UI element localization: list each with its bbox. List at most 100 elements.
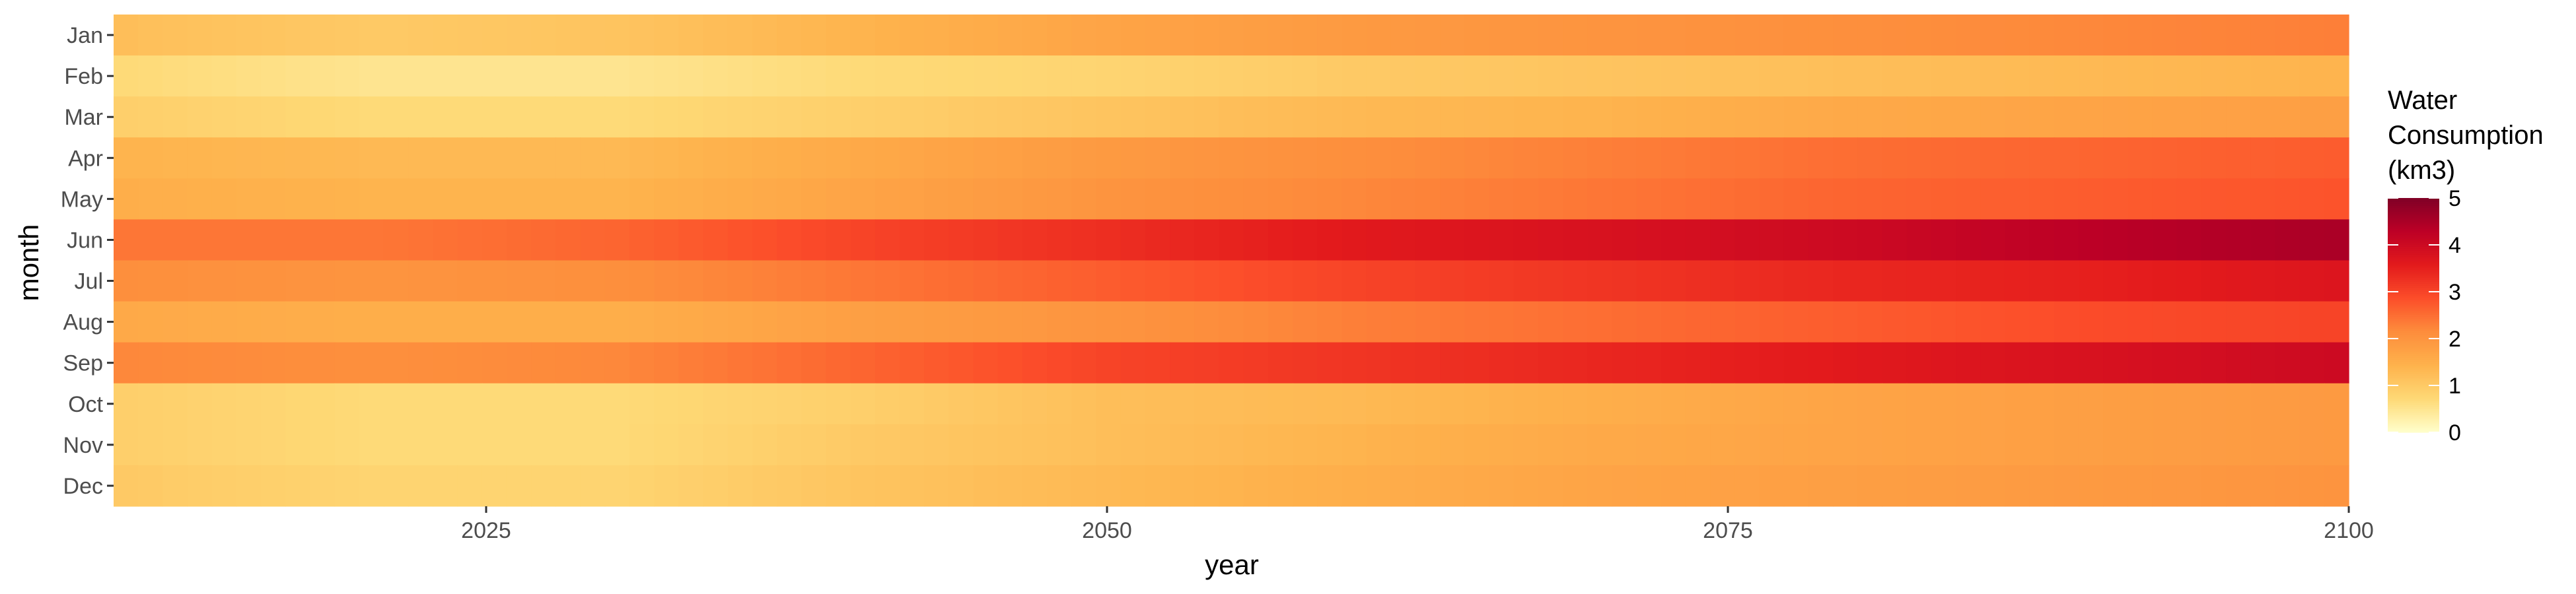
heatmap-cell	[1342, 260, 1367, 302]
heatmap-cell	[1390, 424, 1416, 466]
heatmap-cell	[1415, 178, 1441, 220]
heatmap-cell	[2103, 424, 2128, 466]
heatmap-cell	[924, 15, 949, 56]
colorbar-segment	[2388, 221, 2439, 224]
colorbar-segment	[2388, 292, 2439, 294]
heatmap-cell	[580, 15, 606, 56]
heatmap-cell	[1096, 260, 1122, 302]
heatmap-cell	[334, 137, 360, 179]
heatmap-cell	[2176, 15, 2202, 56]
colorbar-segment	[2388, 256, 2439, 259]
heatmap-cell	[2324, 424, 2349, 466]
heatmap-cell	[1047, 383, 1072, 425]
heatmap-cell	[1390, 15, 1416, 56]
heatmap-cell	[138, 15, 163, 56]
heatmap-cell	[187, 342, 213, 384]
heatmap-cell	[359, 260, 384, 302]
heatmap-cell	[2029, 383, 2055, 425]
heatmap-cell	[678, 342, 704, 384]
heatmap-cell	[2250, 15, 2276, 56]
heatmap-cell	[1464, 137, 1490, 179]
colorbar-segment	[2388, 378, 2439, 380]
legend-label: 5	[2449, 186, 2461, 211]
heatmap-cell	[1120, 383, 1146, 425]
colorbar-segment	[2388, 370, 2439, 372]
heatmap-cell	[875, 137, 900, 179]
heatmap-cell	[1317, 383, 1342, 425]
heatmap-cell	[1685, 219, 1711, 261]
heatmap-cell	[1931, 178, 1956, 220]
heatmap-cell	[1956, 137, 1981, 179]
heatmap-cell	[997, 15, 1023, 56]
heatmap-cell	[1145, 55, 1170, 97]
heatmap-cell	[1317, 15, 1342, 56]
heatmap-cell	[1194, 301, 1220, 343]
heatmap-cell	[433, 260, 458, 302]
heatmap-cell	[1415, 15, 1441, 56]
colorbar-segment	[2388, 411, 2439, 414]
x-tick-label: 2075	[1703, 518, 1753, 543]
heatmap-cell	[1931, 96, 1956, 138]
heatmap-cell	[752, 55, 777, 97]
y-tick-label: May	[61, 187, 103, 212]
y-axis-title: month	[13, 224, 44, 302]
heatmap-cell	[433, 15, 458, 56]
heatmap-cell	[2324, 55, 2349, 97]
heatmap-cell	[1857, 301, 1883, 343]
heatmap-cell	[1071, 15, 1097, 56]
colorbar-segment	[2388, 199, 2439, 203]
colorbar-segment	[2388, 381, 2439, 384]
heatmap-cell	[924, 301, 949, 343]
heatmap-cell	[604, 219, 630, 261]
colorbar-segment	[2388, 235, 2439, 238]
colorbar-segment	[2388, 276, 2439, 279]
legend: Water Consumption (km3) 0 1 2 3 4 5	[2388, 86, 2544, 446]
heatmap-cell	[1882, 342, 1908, 384]
heatmap-cell	[384, 178, 409, 220]
heatmap-cell	[2054, 96, 2079, 138]
heatmap-cell	[1292, 96, 1318, 138]
heatmap-cell	[1956, 383, 1981, 425]
heatmap-cell	[1587, 96, 1612, 138]
heatmap-cell	[1612, 260, 1637, 302]
heatmap-cell	[1317, 465, 1342, 507]
heatmap-cell	[506, 96, 532, 138]
heatmap-cell	[777, 55, 802, 97]
heatmap-cell	[727, 465, 753, 507]
heatmap-cell	[1489, 424, 1515, 466]
heatmap-cell	[678, 219, 704, 261]
colorbar-segment	[2388, 348, 2439, 351]
colorbar-segment	[2388, 389, 2439, 392]
heatmap-cell	[727, 178, 753, 220]
colorbar-segment	[2388, 272, 2439, 275]
heatmap-cell	[1022, 96, 1048, 138]
heatmap-cell	[2005, 301, 2030, 343]
heatmap-cell	[138, 137, 163, 179]
heatmap-cell	[1759, 342, 1785, 384]
heatmap-cell	[2103, 342, 2128, 384]
heatmap-cell	[1292, 15, 1318, 56]
heatmap-cell	[1956, 465, 1981, 507]
heatmap-cell	[359, 96, 384, 138]
heatmap-cell	[1538, 342, 1563, 384]
heatmap-cell	[1980, 260, 2005, 302]
heatmap-cell	[2226, 219, 2251, 261]
heatmap-cell	[1563, 55, 1588, 97]
heatmap-cell	[408, 55, 434, 97]
heatmap-cell	[2226, 260, 2251, 302]
heatmap-cell	[1661, 342, 1686, 384]
heatmap-cell	[1710, 15, 1735, 56]
heatmap-cell	[310, 178, 336, 220]
heatmap-cell	[1661, 219, 1686, 261]
heatmap-cell	[1415, 96, 1441, 138]
x-tick-label: 2025	[461, 518, 511, 543]
heatmap-cell	[2176, 465, 2202, 507]
heatmap-cell	[2201, 424, 2227, 466]
heatmap-cell	[1808, 383, 1834, 425]
heatmap-cell	[1489, 55, 1515, 97]
heatmap-cell	[1120, 260, 1146, 302]
heatmap-cell	[1857, 383, 1883, 425]
heatmap-cell	[2299, 301, 2325, 343]
heatmap-cell	[1342, 424, 1367, 466]
